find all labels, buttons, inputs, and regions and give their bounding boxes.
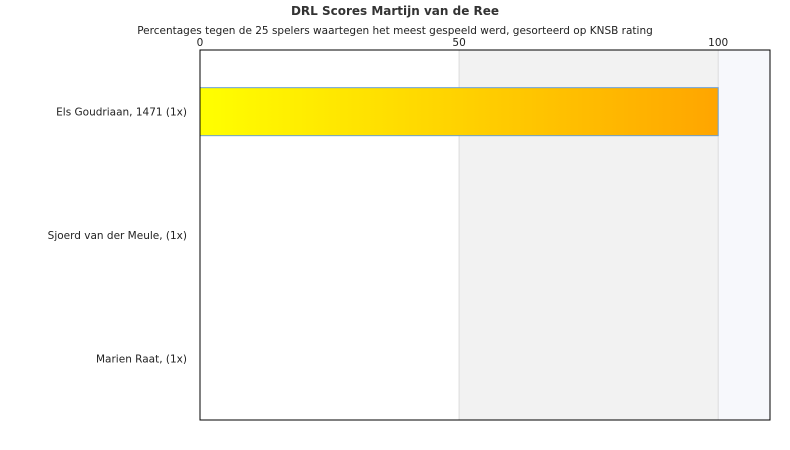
chart-title: DRL Scores Martijn van de Ree xyxy=(290,4,500,18)
x-tick-label: 100 xyxy=(708,37,728,49)
chart-subtitle: Percentages tegen de 25 spelers waartege… xyxy=(137,25,653,37)
bar xyxy=(199,87,719,137)
category-label: Els Goudriaan, 1471 (1x) xyxy=(56,107,187,119)
background-band-1 xyxy=(718,50,770,420)
x-tick-label: 50 xyxy=(452,37,465,49)
category-label: Marien Raat, (1x) xyxy=(96,353,187,365)
plot-frame xyxy=(199,49,771,421)
category-label: Sjoerd van der Meule, (1x) xyxy=(48,230,187,242)
x-tick-label: 0 xyxy=(197,37,204,49)
